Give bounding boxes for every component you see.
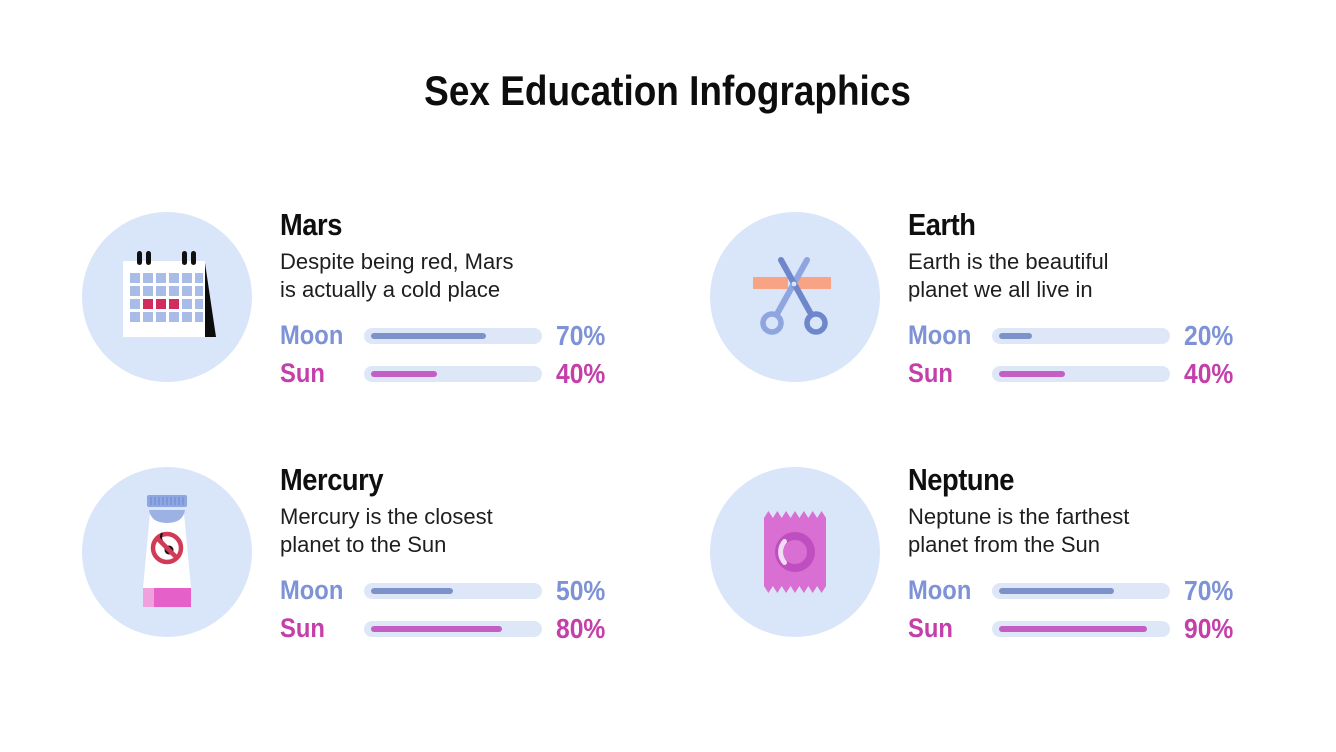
sun-progress-track — [992, 365, 1170, 382]
card-earth: Earth Earth is the beautiful planet we a… — [710, 207, 1270, 427]
sun-progress-fill — [371, 370, 437, 377]
icon-circle — [82, 467, 252, 637]
sun-bar-row: Sun 80% — [280, 610, 640, 648]
sun-progress-track — [992, 620, 1170, 637]
moon-percent: 70% — [1184, 574, 1234, 606]
scissors-icon — [753, 257, 831, 335]
card-content: Earth Earth is the beautiful planet we a… — [908, 207, 1268, 393]
sun-progress-fill — [999, 370, 1065, 377]
card-mercury: Mercury Mercury is the closest planet to… — [82, 462, 642, 682]
page-title-text: Sex Education Infographics — [424, 67, 912, 114]
moon-progress-track — [364, 582, 542, 599]
moon-percent: 70% — [556, 319, 606, 351]
icon-circle — [82, 212, 252, 382]
moon-progress-fill — [999, 587, 1114, 594]
card-description: Despite being red, Mars is actually a co… — [280, 249, 514, 303]
sun-bar-row: Sun 40% — [280, 355, 640, 393]
moon-label: Moon — [280, 320, 344, 351]
sun-progress-track — [364, 365, 542, 382]
sun-label: Sun — [280, 358, 325, 389]
moon-progress-fill — [371, 587, 453, 594]
card-title: Earth — [908, 207, 976, 242]
spermicide-tube-icon — [143, 495, 191, 607]
moon-label: Moon — [908, 320, 972, 351]
moon-label: Moon — [280, 575, 344, 606]
card-description: Mercury is the closest planet to the Sun — [280, 504, 493, 558]
moon-progress-track — [364, 327, 542, 344]
sun-percent: 40% — [556, 357, 606, 389]
card-mars: Mars Despite being red, Mars is actually… — [82, 207, 642, 427]
moon-progress-track — [992, 327, 1170, 344]
sun-bar-row: Sun 90% — [908, 610, 1268, 648]
sun-bar-row: Sun 40% — [908, 355, 1268, 393]
sun-label: Sun — [280, 613, 325, 644]
calendar-icon — [123, 251, 216, 337]
card-title: Mars — [280, 207, 342, 242]
card-content: Mars Despite being red, Mars is actually… — [280, 207, 640, 393]
moon-bar-row: Moon 70% — [908, 572, 1268, 610]
card-title: Neptune — [908, 462, 1015, 497]
condom-icon — [764, 511, 826, 593]
card-title: Mercury — [280, 462, 384, 497]
moon-progress-fill — [371, 332, 486, 339]
card-content: Neptune Neptune is the farthest planet f… — [908, 462, 1268, 648]
card-neptune: Neptune Neptune is the farthest planet f… — [710, 462, 1270, 682]
sun-progress-fill — [999, 625, 1147, 632]
sun-percent: 40% — [1184, 357, 1234, 389]
moon-label: Moon — [908, 575, 972, 606]
sun-progress-track — [364, 620, 542, 637]
card-description: Earth is the beautiful planet we all liv… — [908, 249, 1109, 303]
page-title: Sex Education Infographics — [0, 67, 1336, 114]
icon-circle — [710, 467, 880, 637]
moon-bar-row: Moon 50% — [280, 572, 640, 610]
sun-percent: 90% — [1184, 612, 1234, 644]
moon-progress-track — [992, 582, 1170, 599]
sun-percent: 80% — [556, 612, 606, 644]
moon-progress-fill — [999, 332, 1032, 339]
moon-bar-row: Moon 20% — [908, 317, 1268, 355]
card-description: Neptune is the farthest planet from the … — [908, 504, 1130, 558]
sun-progress-fill — [371, 625, 503, 632]
moon-percent: 50% — [556, 574, 606, 606]
moon-bar-row: Moon 70% — [280, 317, 640, 355]
icon-circle — [710, 212, 880, 382]
sun-label: Sun — [908, 358, 953, 389]
card-content: Mercury Mercury is the closest planet to… — [280, 462, 640, 648]
sun-label: Sun — [908, 613, 953, 644]
moon-percent: 20% — [1184, 319, 1234, 351]
